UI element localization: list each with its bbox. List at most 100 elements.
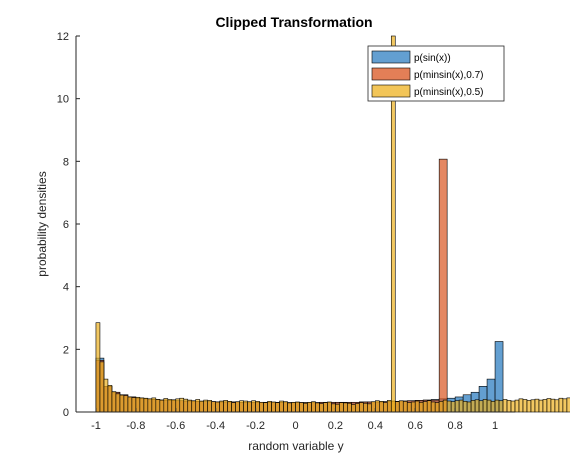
bar: [119, 394, 125, 413]
bar: [450, 401, 456, 413]
bar: [446, 400, 452, 413]
legend-swatch: [371, 50, 411, 64]
bar: [147, 398, 153, 413]
bar: [466, 401, 472, 413]
x-tick-label: -0.6: [166, 420, 185, 432]
bar: [159, 399, 165, 413]
y-tick-label: 10: [57, 94, 69, 106]
bar: [219, 400, 224, 413]
bar: [215, 401, 220, 413]
bar: [259, 401, 264, 413]
bar: [418, 401, 424, 413]
bar: [327, 401, 332, 413]
bar: [311, 401, 316, 413]
bar: [171, 399, 177, 413]
bar: [534, 398, 540, 413]
bar: [195, 399, 201, 413]
y-tick-label: 8: [63, 156, 69, 168]
bar: [151, 397, 157, 413]
bar: [394, 401, 400, 413]
x-tick-label: 0.8: [447, 420, 462, 432]
bar: [331, 403, 336, 413]
bar: [163, 398, 169, 413]
bar: [227, 401, 232, 413]
bar: [335, 403, 340, 413]
bar: [398, 400, 404, 413]
bar: [494, 399, 500, 413]
bar: [111, 391, 117, 413]
bar: [442, 399, 448, 413]
bar: [363, 402, 368, 413]
bar: [438, 158, 448, 413]
bar: [175, 398, 181, 413]
bar: [183, 398, 189, 413]
bar: [554, 399, 560, 413]
bar: [319, 403, 324, 413]
x-tick-label: -0.2: [246, 420, 265, 432]
x-tick-label: 0.4: [368, 420, 383, 432]
bar: [502, 399, 508, 413]
bar: [191, 400, 197, 413]
bar: [530, 399, 536, 413]
chart-title: Clipped Transformation: [215, 14, 372, 30]
bar: [295, 401, 300, 413]
bar: [231, 402, 236, 413]
legend-swatch: [371, 84, 411, 98]
bar: [367, 403, 372, 413]
bar: [371, 401, 376, 413]
bar: [518, 398, 524, 413]
bar: [291, 401, 296, 413]
bar: [462, 401, 468, 413]
axes-layer: -1 -0.8 -0.6 -0.4 -0.2 0 0.2 0.4 0.6 0.8 102468101…: [57, 31, 515, 432]
y-tick-label: 4: [63, 282, 69, 294]
bar: [351, 404, 356, 413]
bar: [199, 400, 205, 413]
bar: [235, 401, 240, 413]
legend: p(sin(x)) p(minsin(x),0.7) p(minsin(x),0.5…: [367, 45, 505, 102]
bar: [279, 400, 284, 413]
bar: [223, 400, 228, 413]
bar: [506, 400, 512, 413]
bar: [155, 399, 161, 413]
x-tick-label: 0.6: [408, 420, 423, 432]
bar: [247, 401, 252, 413]
bar: [566, 397, 570, 413]
bar: [251, 400, 256, 413]
bar: [386, 400, 392, 413]
bar: [139, 397, 145, 413]
bar: [303, 402, 308, 413]
bar: [379, 401, 384, 413]
x-tick-label: 1: [492, 420, 498, 432]
bar: [510, 400, 516, 413]
bar: [558, 397, 564, 413]
bar: [426, 400, 432, 413]
bar: [127, 396, 133, 413]
y-axis-label: probability densities: [35, 171, 49, 276]
bar: [410, 401, 416, 413]
x-tick-label: 0.2: [328, 420, 343, 432]
legend-label: p(minsin(x),0.7): [414, 70, 483, 81]
bar: [275, 402, 280, 413]
x-tick-label: 0: [292, 420, 298, 432]
y-tick-label: 12: [57, 31, 69, 43]
bar: [203, 399, 209, 413]
x-tick-label: -0.8: [126, 420, 145, 432]
bar: [382, 402, 388, 413]
bar: [243, 400, 248, 413]
bar: [143, 397, 149, 413]
bar: [514, 399, 520, 413]
bar: [107, 385, 113, 413]
bar: [454, 400, 460, 413]
bar: [263, 402, 268, 413]
bar: [267, 401, 272, 413]
x-tick-label: -1: [91, 420, 101, 432]
bar: [123, 395, 129, 413]
bar: [299, 402, 304, 413]
y-tick-label: 6: [63, 219, 69, 231]
y-tick-label: 2: [63, 344, 69, 356]
legend-label: p(minsin(x),0.5): [414, 87, 483, 98]
bar: [422, 401, 428, 413]
bar: [347, 402, 352, 413]
bar: [315, 402, 320, 413]
bar: [167, 399, 173, 413]
